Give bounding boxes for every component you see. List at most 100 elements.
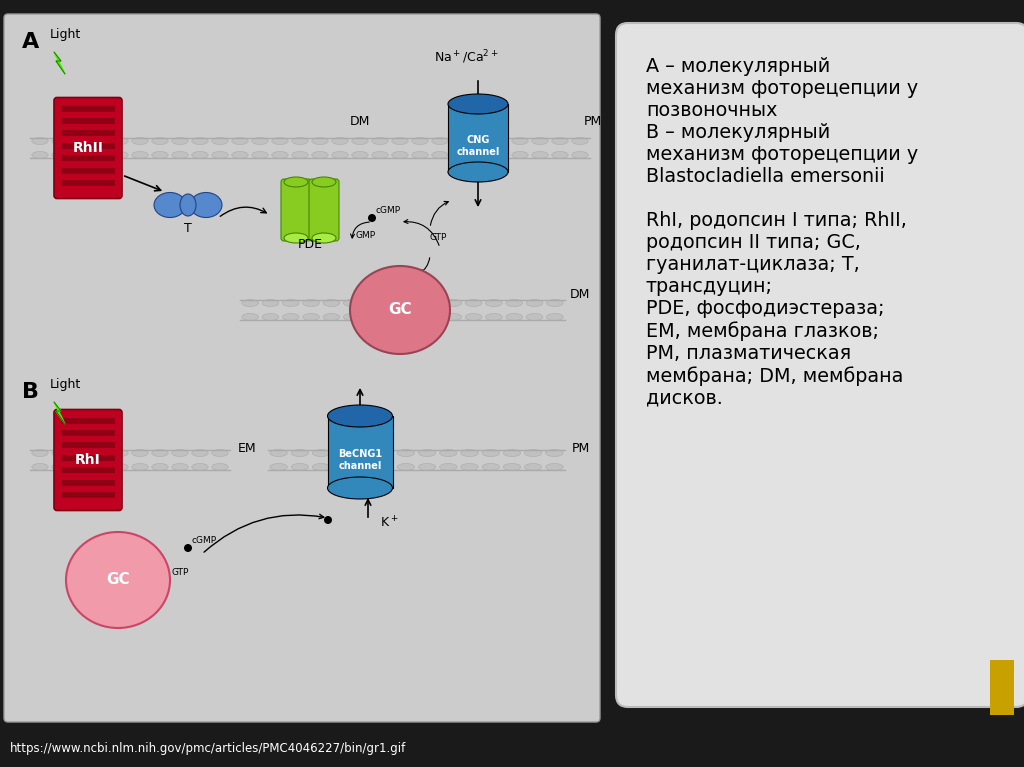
Text: B: B — [22, 382, 39, 402]
Ellipse shape — [271, 152, 288, 159]
Ellipse shape — [425, 299, 441, 307]
Text: T: T — [184, 222, 191, 235]
Ellipse shape — [271, 137, 288, 144]
Ellipse shape — [419, 463, 436, 470]
Ellipse shape — [52, 449, 69, 456]
Ellipse shape — [292, 137, 308, 144]
FancyBboxPatch shape — [616, 23, 1024, 707]
Bar — [61, 455, 115, 461]
Ellipse shape — [524, 463, 542, 470]
Ellipse shape — [312, 137, 328, 144]
Bar — [61, 479, 115, 486]
Ellipse shape — [397, 449, 415, 456]
Ellipse shape — [154, 193, 186, 218]
Bar — [61, 467, 115, 473]
Ellipse shape — [132, 137, 148, 144]
Ellipse shape — [92, 449, 109, 456]
Ellipse shape — [262, 299, 279, 307]
Ellipse shape — [503, 449, 520, 456]
Ellipse shape — [52, 152, 69, 159]
Ellipse shape — [546, 449, 563, 456]
Ellipse shape — [291, 449, 308, 456]
Bar — [61, 180, 115, 186]
Ellipse shape — [506, 299, 522, 307]
Text: Na$^+$/Ca$^{2+}$: Na$^+$/Ca$^{2+}$ — [434, 48, 499, 66]
Ellipse shape — [571, 152, 588, 159]
Text: EM: EM — [238, 442, 257, 455]
Text: PM: PM — [584, 115, 602, 128]
Text: CNG
channel: CNG channel — [457, 135, 500, 156]
Text: A: A — [22, 32, 39, 52]
Ellipse shape — [439, 463, 457, 470]
FancyBboxPatch shape — [309, 179, 339, 241]
Ellipse shape — [472, 137, 488, 144]
Ellipse shape — [283, 299, 299, 307]
Ellipse shape — [571, 137, 588, 144]
Ellipse shape — [312, 152, 328, 159]
Ellipse shape — [432, 152, 449, 159]
Ellipse shape — [392, 152, 409, 159]
Ellipse shape — [452, 152, 468, 159]
Ellipse shape — [284, 177, 308, 187]
Text: GTP: GTP — [430, 233, 447, 242]
Bar — [61, 443, 115, 449]
Ellipse shape — [419, 449, 436, 456]
Ellipse shape — [384, 299, 400, 307]
Ellipse shape — [526, 299, 543, 307]
Ellipse shape — [262, 314, 279, 321]
Ellipse shape — [552, 137, 568, 144]
Ellipse shape — [482, 449, 500, 456]
Ellipse shape — [404, 299, 421, 307]
Ellipse shape — [364, 314, 380, 321]
Ellipse shape — [445, 299, 462, 307]
Ellipse shape — [66, 532, 170, 628]
Ellipse shape — [334, 449, 351, 456]
Text: DM: DM — [350, 115, 371, 128]
Ellipse shape — [449, 162, 508, 182]
Text: GTP: GTP — [172, 568, 189, 577]
Ellipse shape — [132, 152, 148, 159]
Ellipse shape — [112, 463, 128, 470]
Ellipse shape — [32, 137, 48, 144]
Ellipse shape — [492, 137, 508, 144]
Ellipse shape — [172, 463, 188, 470]
Ellipse shape — [172, 137, 188, 144]
Bar — [61, 417, 115, 423]
Ellipse shape — [404, 314, 421, 321]
Ellipse shape — [465, 314, 482, 321]
Ellipse shape — [531, 137, 548, 144]
Ellipse shape — [252, 137, 268, 144]
Ellipse shape — [546, 463, 563, 470]
Ellipse shape — [32, 152, 48, 159]
Ellipse shape — [432, 137, 449, 144]
Ellipse shape — [312, 449, 330, 456]
Text: GC: GC — [388, 302, 412, 318]
Ellipse shape — [152, 137, 168, 144]
Ellipse shape — [270, 463, 288, 470]
Ellipse shape — [312, 177, 336, 187]
Ellipse shape — [191, 137, 208, 144]
Ellipse shape — [372, 152, 388, 159]
Ellipse shape — [485, 299, 502, 307]
Text: PDE: PDE — [298, 238, 323, 251]
Bar — [61, 130, 115, 137]
Ellipse shape — [212, 449, 228, 456]
Ellipse shape — [334, 463, 351, 470]
Ellipse shape — [531, 152, 548, 159]
Bar — [61, 143, 115, 149]
Ellipse shape — [92, 152, 109, 159]
Ellipse shape — [132, 463, 148, 470]
Ellipse shape — [324, 516, 332, 524]
Ellipse shape — [312, 463, 330, 470]
Ellipse shape — [324, 314, 340, 321]
Ellipse shape — [485, 314, 502, 321]
Ellipse shape — [328, 405, 392, 427]
Text: Light: Light — [50, 28, 81, 41]
Text: GC: GC — [106, 572, 130, 588]
Ellipse shape — [350, 266, 450, 354]
Ellipse shape — [292, 152, 308, 159]
Ellipse shape — [372, 137, 388, 144]
Ellipse shape — [392, 137, 409, 144]
Ellipse shape — [364, 299, 380, 307]
Ellipse shape — [506, 314, 522, 321]
